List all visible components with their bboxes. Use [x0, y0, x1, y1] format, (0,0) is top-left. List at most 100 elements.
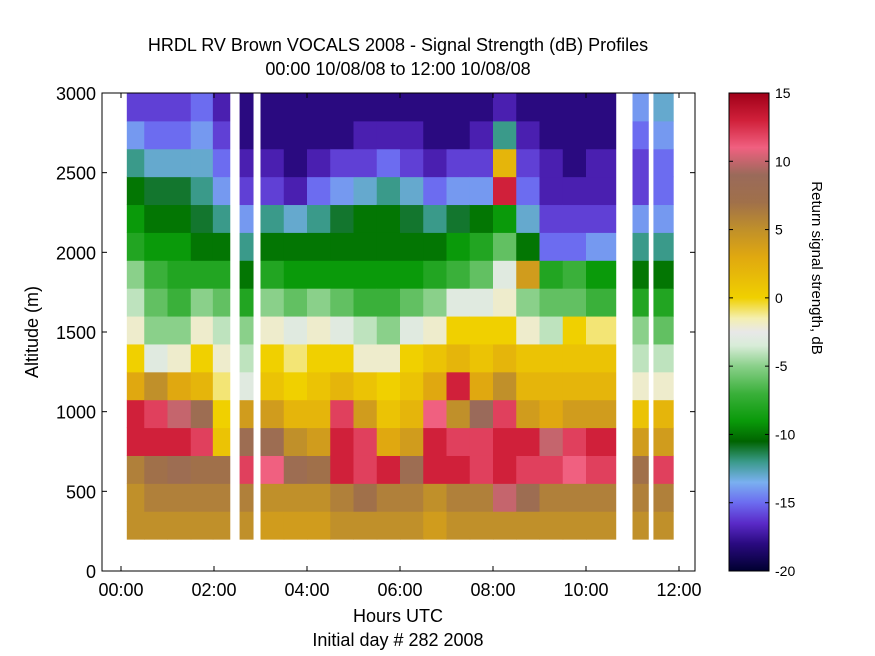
- profile-cell: [562, 148, 587, 178]
- profile-column: [446, 93, 471, 540]
- profile-cell: [212, 148, 236, 178]
- profile-cell: [283, 120, 308, 150]
- profile-cell: [259, 455, 285, 484]
- profile-cell: [446, 204, 471, 233]
- profile-cell: [259, 148, 285, 178]
- profile-cell: [126, 316, 145, 345]
- colorbar-tick-label: -10: [775, 426, 795, 442]
- profile-cell: [400, 204, 424, 233]
- profile-cell: [307, 232, 331, 261]
- profile-cell: [353, 511, 378, 540]
- profile-cell: [376, 204, 401, 233]
- x-tick-label: 02:00: [191, 580, 236, 600]
- profile-cell: [586, 455, 620, 484]
- x-axis-sublabel: Initial day # 282 2008: [312, 630, 483, 650]
- profile-cell: [190, 427, 214, 456]
- profile-cell: [423, 427, 447, 456]
- profile-cell: [330, 371, 354, 401]
- profile-cell: [493, 260, 517, 289]
- profile-cell: [283, 455, 308, 484]
- profile-cell: [212, 93, 236, 122]
- y-tick-label: 500: [66, 482, 96, 502]
- profile-cell: [493, 455, 517, 484]
- profile-cell: [190, 455, 214, 484]
- profile-cell: [330, 511, 354, 540]
- profile-cell: [539, 204, 564, 233]
- profile-cell: [400, 120, 424, 150]
- profile-cell: [259, 232, 285, 261]
- profile-cell: [376, 371, 401, 401]
- profile-cell: [469, 148, 494, 178]
- profile-cell: [353, 455, 378, 484]
- profile-cell: [493, 343, 517, 373]
- profile-cell: [653, 399, 674, 429]
- profile-cell: [353, 204, 378, 233]
- profile-cell: [307, 371, 331, 401]
- profile-cell: [562, 120, 587, 150]
- profile-cell: [446, 93, 471, 122]
- profile-cell: [539, 483, 564, 512]
- profile-cell: [516, 316, 540, 345]
- colorbar-tick-label: 0: [775, 290, 783, 306]
- x-tick-label: 04:00: [284, 580, 329, 600]
- profile-cell: [167, 204, 192, 233]
- profile-cell: [586, 288, 620, 317]
- profile-cell: [330, 120, 354, 150]
- profile-cell: [516, 93, 540, 122]
- profile-cell: [190, 483, 214, 512]
- profile-cell: [469, 483, 494, 512]
- profile-cell: [167, 120, 192, 150]
- profile-cell: [562, 176, 587, 206]
- profile-cell: [562, 93, 587, 122]
- profile-cell: [126, 427, 145, 456]
- profile-cell: [376, 399, 401, 429]
- profile-cell: [126, 148, 145, 178]
- profile-cell: [493, 204, 517, 233]
- colorbar-tick-label: -20: [775, 563, 795, 579]
- profile-cell: [376, 483, 401, 512]
- profile-cell: [259, 427, 285, 456]
- colorbar-axis: 15 10 5 0 -5 -10 -15 -20: [729, 85, 795, 579]
- profile-cell: [562, 260, 587, 289]
- profile-column: [400, 93, 424, 540]
- profile-cell: [423, 288, 447, 317]
- profile-cell: [190, 232, 214, 261]
- profile-cell: [259, 483, 285, 512]
- x-axis-label: Hours UTC: [353, 606, 443, 626]
- profile-cell: [562, 204, 587, 233]
- profile-cell: [539, 260, 564, 289]
- profile-cell: [400, 316, 424, 345]
- profile-cell: [190, 260, 214, 289]
- profile-cell: [423, 483, 447, 512]
- colorbar-tick-label: 15: [775, 85, 791, 101]
- profile-cell: [516, 371, 540, 401]
- profile-cell: [330, 427, 354, 456]
- profile-cell: [126, 232, 145, 261]
- profile-cell: [653, 232, 674, 261]
- profile-cell: [516, 511, 540, 540]
- profile-cell: [400, 232, 424, 261]
- profile-cell: [307, 288, 331, 317]
- profile-column: [653, 93, 674, 540]
- profile-cell: [353, 427, 378, 456]
- profile-cell: [469, 176, 494, 206]
- y-tick-label: 2500: [56, 164, 96, 184]
- profile-cell: [212, 316, 236, 345]
- profile-cell: [423, 232, 447, 261]
- profile-cell: [400, 455, 424, 484]
- profile-cell: [330, 260, 354, 289]
- profile-cell: [400, 511, 424, 540]
- profile-cell: [353, 288, 378, 317]
- profile-cell: [330, 483, 354, 512]
- profile-cell: [376, 455, 401, 484]
- profile-cell: [446, 371, 471, 401]
- profile-cell: [330, 316, 354, 345]
- data-gap: [616, 93, 633, 571]
- profile-cell: [167, 288, 192, 317]
- profile-cell: [539, 399, 564, 429]
- profile-cell: [586, 93, 620, 122]
- profile-cell: [126, 399, 145, 429]
- profile-cell: [586, 483, 620, 512]
- colorbar-tick-label: 10: [775, 153, 791, 169]
- profile-cell: [516, 455, 540, 484]
